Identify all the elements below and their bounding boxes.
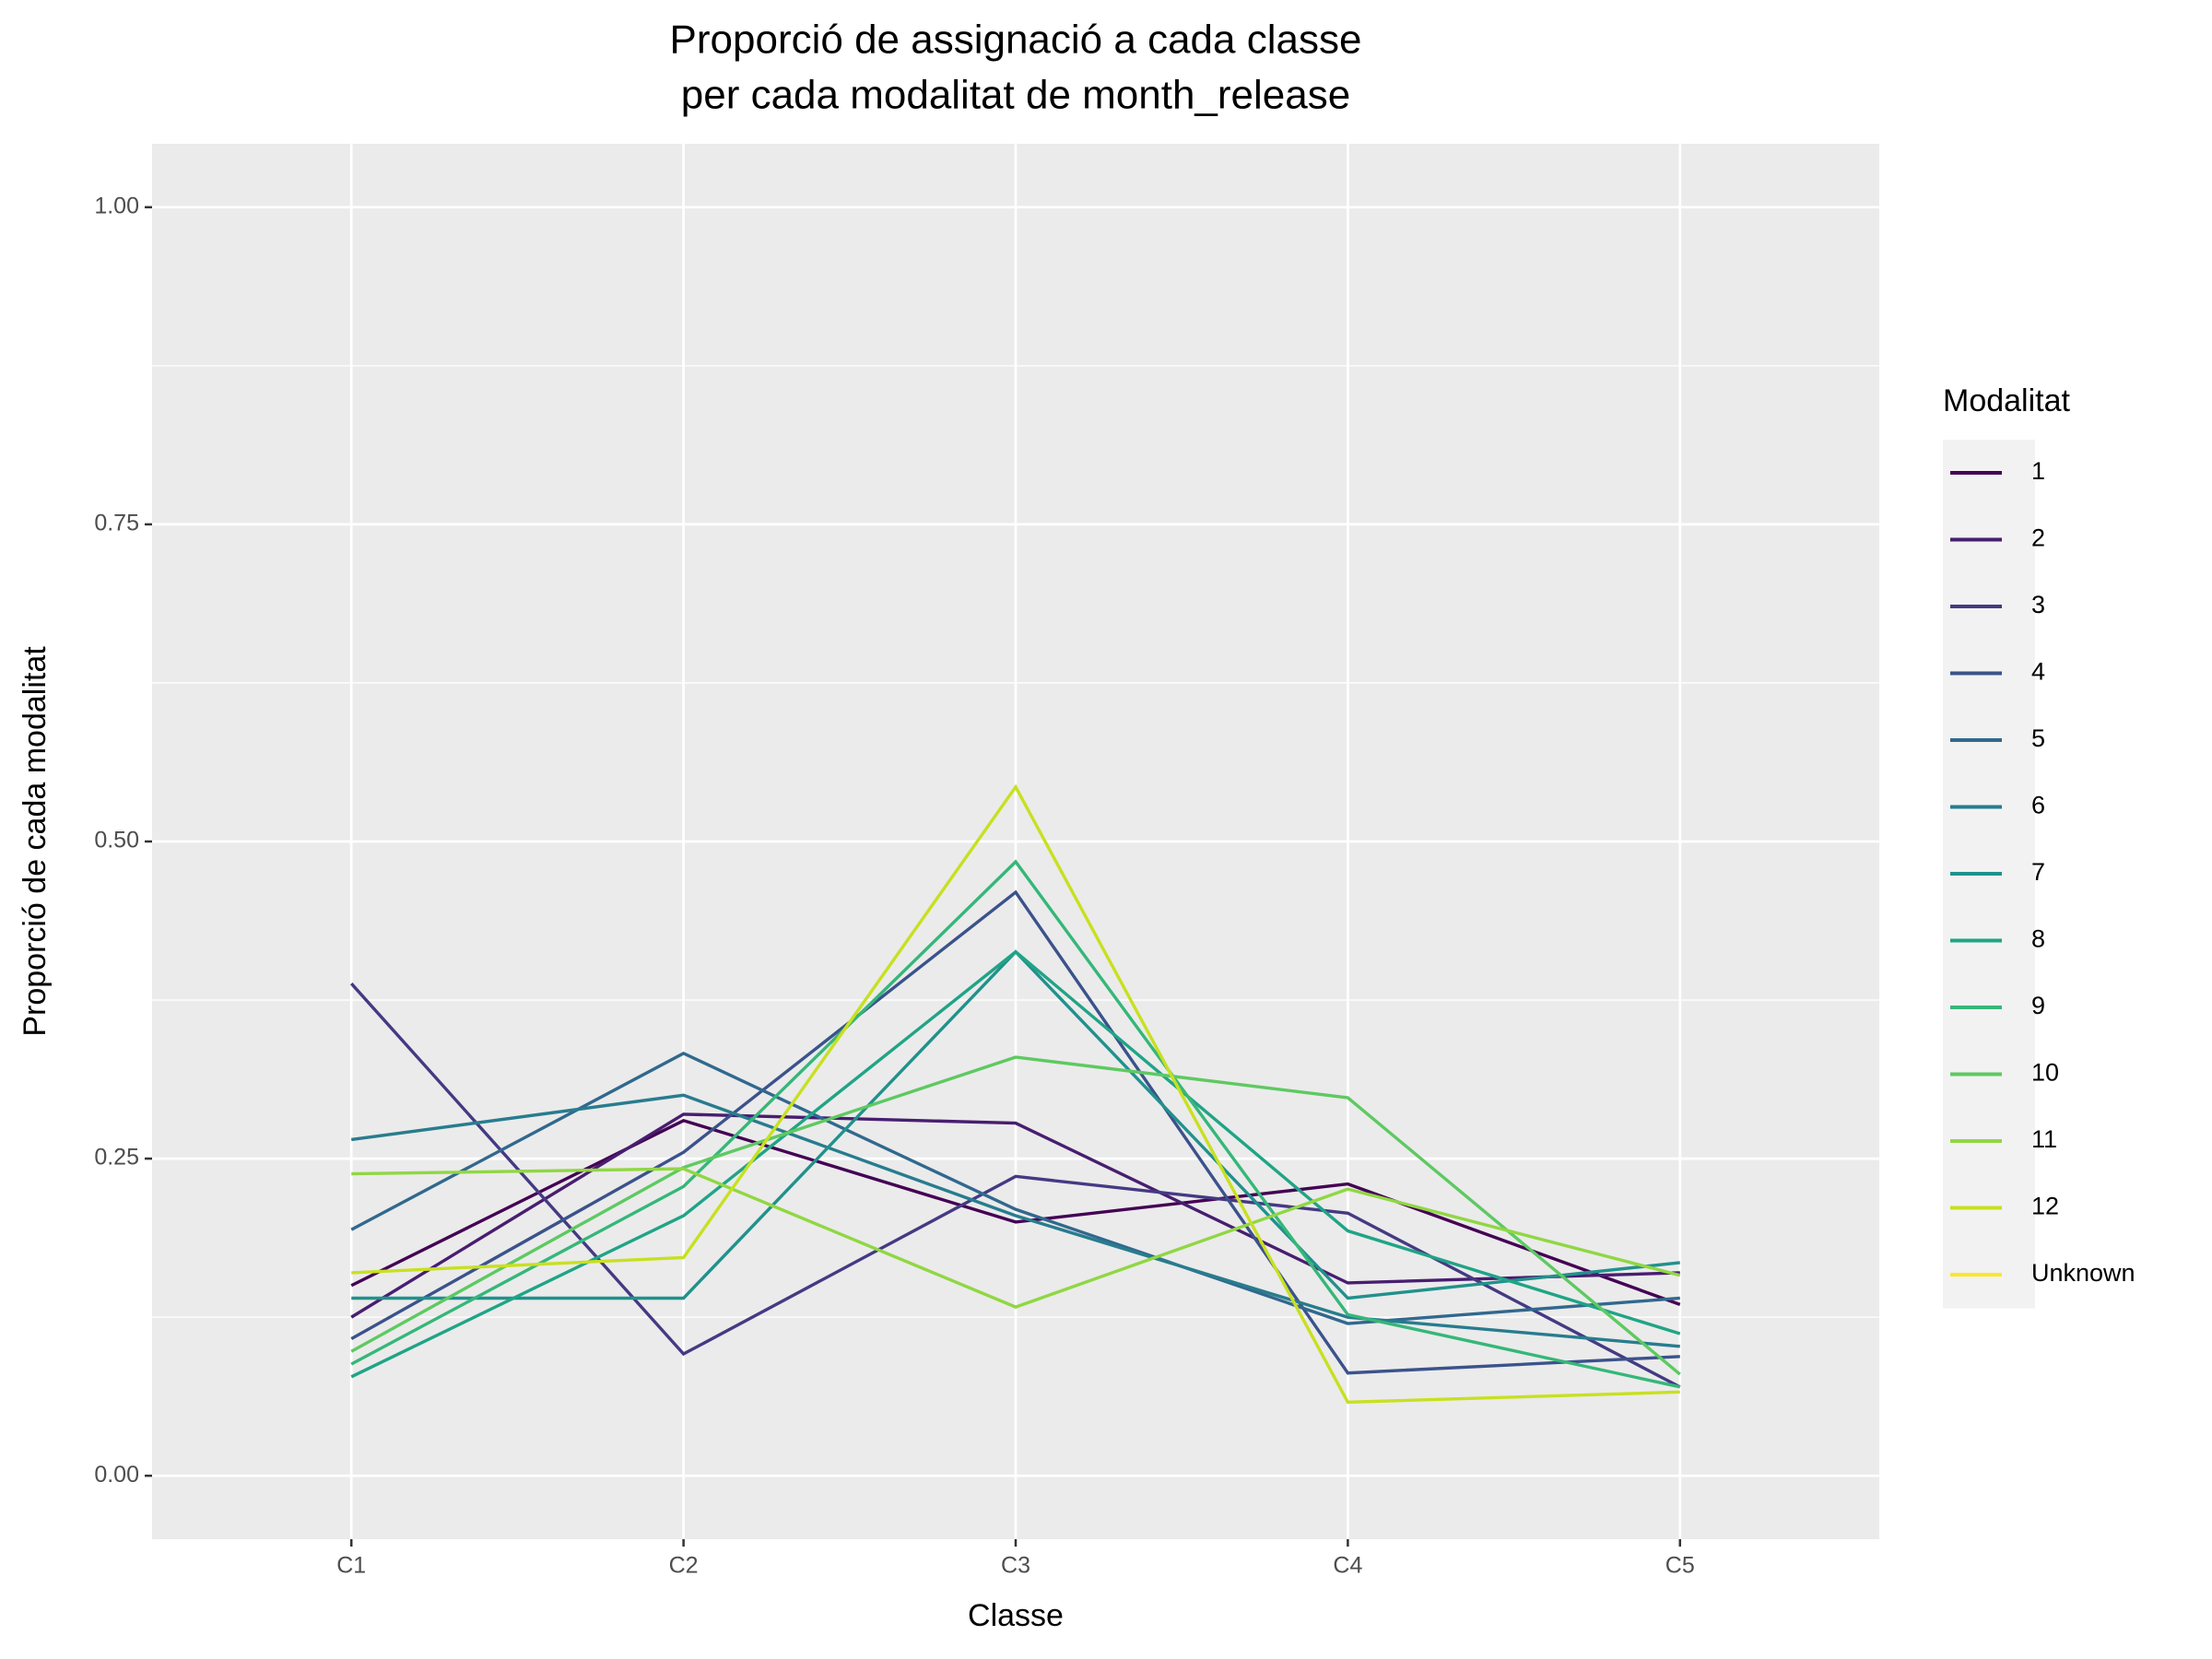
x-tick-label: C4: [1333, 1553, 1362, 1579]
chart-subtitle: per cada modalitat de month_release: [681, 73, 1350, 118]
legend-label: 6: [2031, 792, 2045, 819]
legend-label: Unknown: [2031, 1259, 2136, 1287]
y-tick-label: 0.50: [94, 828, 139, 853]
series-line: [350, 1118, 1681, 1306]
series-line: [350, 859, 1681, 1389]
legend-label: 1: [2031, 457, 2045, 485]
legend-label: 3: [2031, 591, 2045, 618]
legend-label: 2: [2031, 524, 2045, 552]
legend-label: 10: [2031, 1059, 2059, 1087]
legend-label: 11: [2031, 1125, 2057, 1153]
x-tick-label: C1: [336, 1553, 366, 1579]
y-tick-label: 0.00: [94, 1462, 139, 1488]
x-axis-label: Classe: [968, 1598, 1064, 1633]
legend-title: Modalitat: [1943, 383, 2071, 418]
legend-label: 4: [2031, 658, 2045, 686]
x-tick-label: C2: [669, 1553, 699, 1579]
series-line: [351, 1093, 1680, 1348]
y-tick-label: 0.25: [94, 1145, 139, 1171]
series-line: [350, 889, 1680, 1375]
legend-label: 5: [2031, 724, 2045, 752]
legend-label: 7: [2031, 858, 2045, 886]
series-line: [350, 1055, 1681, 1376]
chart-title: Proporció de assignació a cada classe: [670, 18, 1362, 63]
legend-label: 9: [2031, 992, 2045, 1019]
series-line: [350, 1112, 1680, 1319]
legend-label: 12: [2031, 1193, 2059, 1220]
legend-label: 8: [2031, 925, 2045, 953]
series-line: [351, 783, 1680, 1405]
y-tick-label: 0.75: [94, 511, 139, 536]
y-axis-label: Proporció de cada modalitat: [18, 646, 53, 1037]
x-tick-label: C3: [1001, 1553, 1030, 1579]
x-tick-label: C5: [1665, 1553, 1695, 1579]
series-line: [351, 1167, 1681, 1309]
series-line: [350, 949, 1681, 1379]
series-line: [350, 1051, 1680, 1325]
y-tick-label: 1.00: [94, 193, 139, 218]
